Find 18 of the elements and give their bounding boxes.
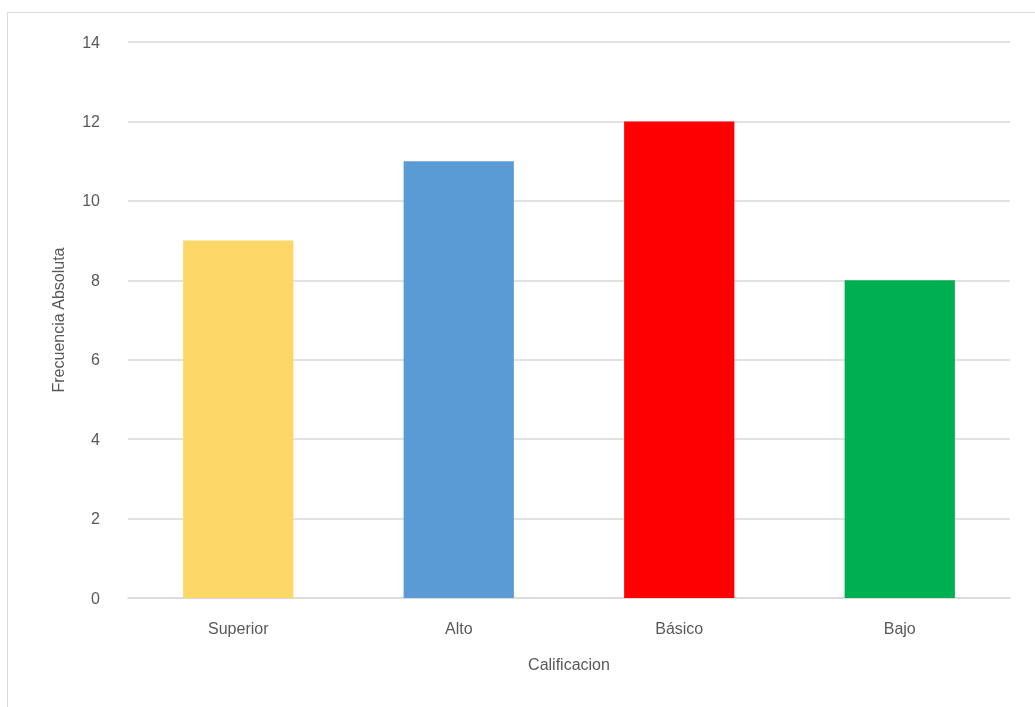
y-tick-label: 10	[82, 192, 101, 210]
y-tick-label: 4	[91, 430, 101, 448]
y-tick-label: 6	[91, 351, 101, 369]
y-tick-label: 0	[91, 589, 101, 607]
bar	[403, 161, 514, 598]
bar	[844, 280, 955, 598]
y-tick-label: 2	[91, 510, 101, 528]
bar	[183, 240, 294, 598]
x-tick-label: Básico	[655, 619, 704, 637]
x-tick-label: Bajo	[883, 619, 916, 637]
x-axis-title: Calificacion	[528, 655, 610, 673]
x-tick-label: Superior	[208, 619, 270, 637]
y-tick-label: 12	[82, 112, 101, 130]
x-tick-label: Alto	[444, 619, 473, 637]
y-tick-label: 14	[82, 33, 101, 51]
y-axis-title: Frecuencia Absoluta	[49, 247, 67, 393]
y-tick-label: 8	[91, 271, 101, 289]
bar	[624, 121, 735, 598]
